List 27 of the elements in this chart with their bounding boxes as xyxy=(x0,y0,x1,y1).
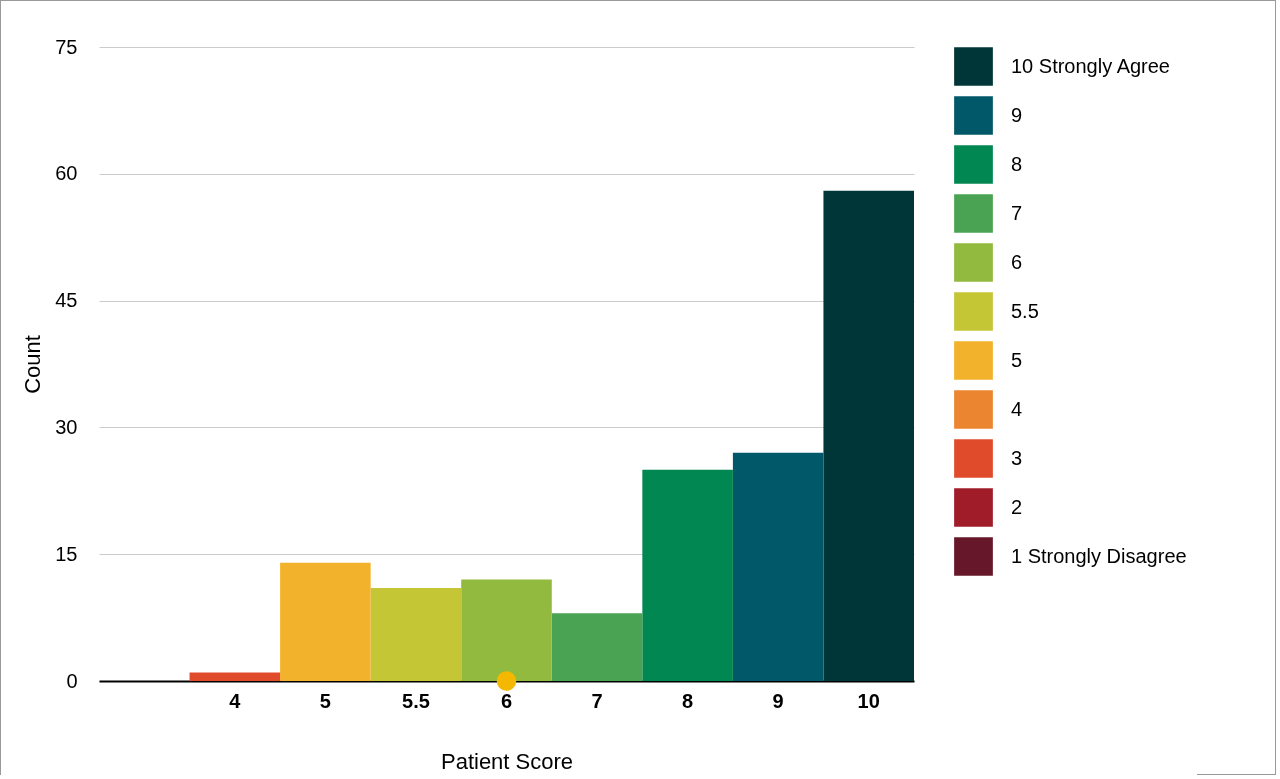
legend-label: 4 xyxy=(1011,397,1023,420)
legend-label: 5.5 xyxy=(1011,299,1039,322)
x-tick-label: 5 xyxy=(319,689,331,712)
y-tick-label: 45 xyxy=(55,289,78,312)
x-tick-label: 10 xyxy=(857,689,880,712)
legend-label: 8 xyxy=(1011,152,1023,175)
y-tick-label: 0 xyxy=(66,669,78,692)
y-tick-label: 60 xyxy=(55,162,78,185)
x-tick-label: 6 xyxy=(500,689,513,712)
x-tick-label: 8 xyxy=(682,689,694,712)
y-axis-title: Count xyxy=(20,335,46,394)
y-tick-label: 30 xyxy=(55,415,78,438)
y-tick-label: 15 xyxy=(55,542,78,565)
legend-label: 3 xyxy=(1011,446,1023,469)
legend-label: 2 xyxy=(1011,495,1023,518)
legend-label: 1 Strongly Disagree xyxy=(1011,544,1187,567)
x-tick-label: 5.5 xyxy=(402,689,430,712)
legend-label: 7 xyxy=(1011,201,1023,224)
legend-label: 5 xyxy=(1011,348,1023,371)
x-tick-label: 9 xyxy=(772,689,784,712)
x-tick-label: 7 xyxy=(591,689,603,712)
y-tick-label: 75 xyxy=(55,35,78,58)
legend-label: 6 xyxy=(1011,250,1023,273)
x-axis-title: Patient Score xyxy=(440,748,574,774)
legend-label: 10 Strongly Agree xyxy=(1011,54,1170,77)
x-tick-label: 4 xyxy=(229,689,242,712)
legend-label: 9 xyxy=(1011,103,1023,126)
